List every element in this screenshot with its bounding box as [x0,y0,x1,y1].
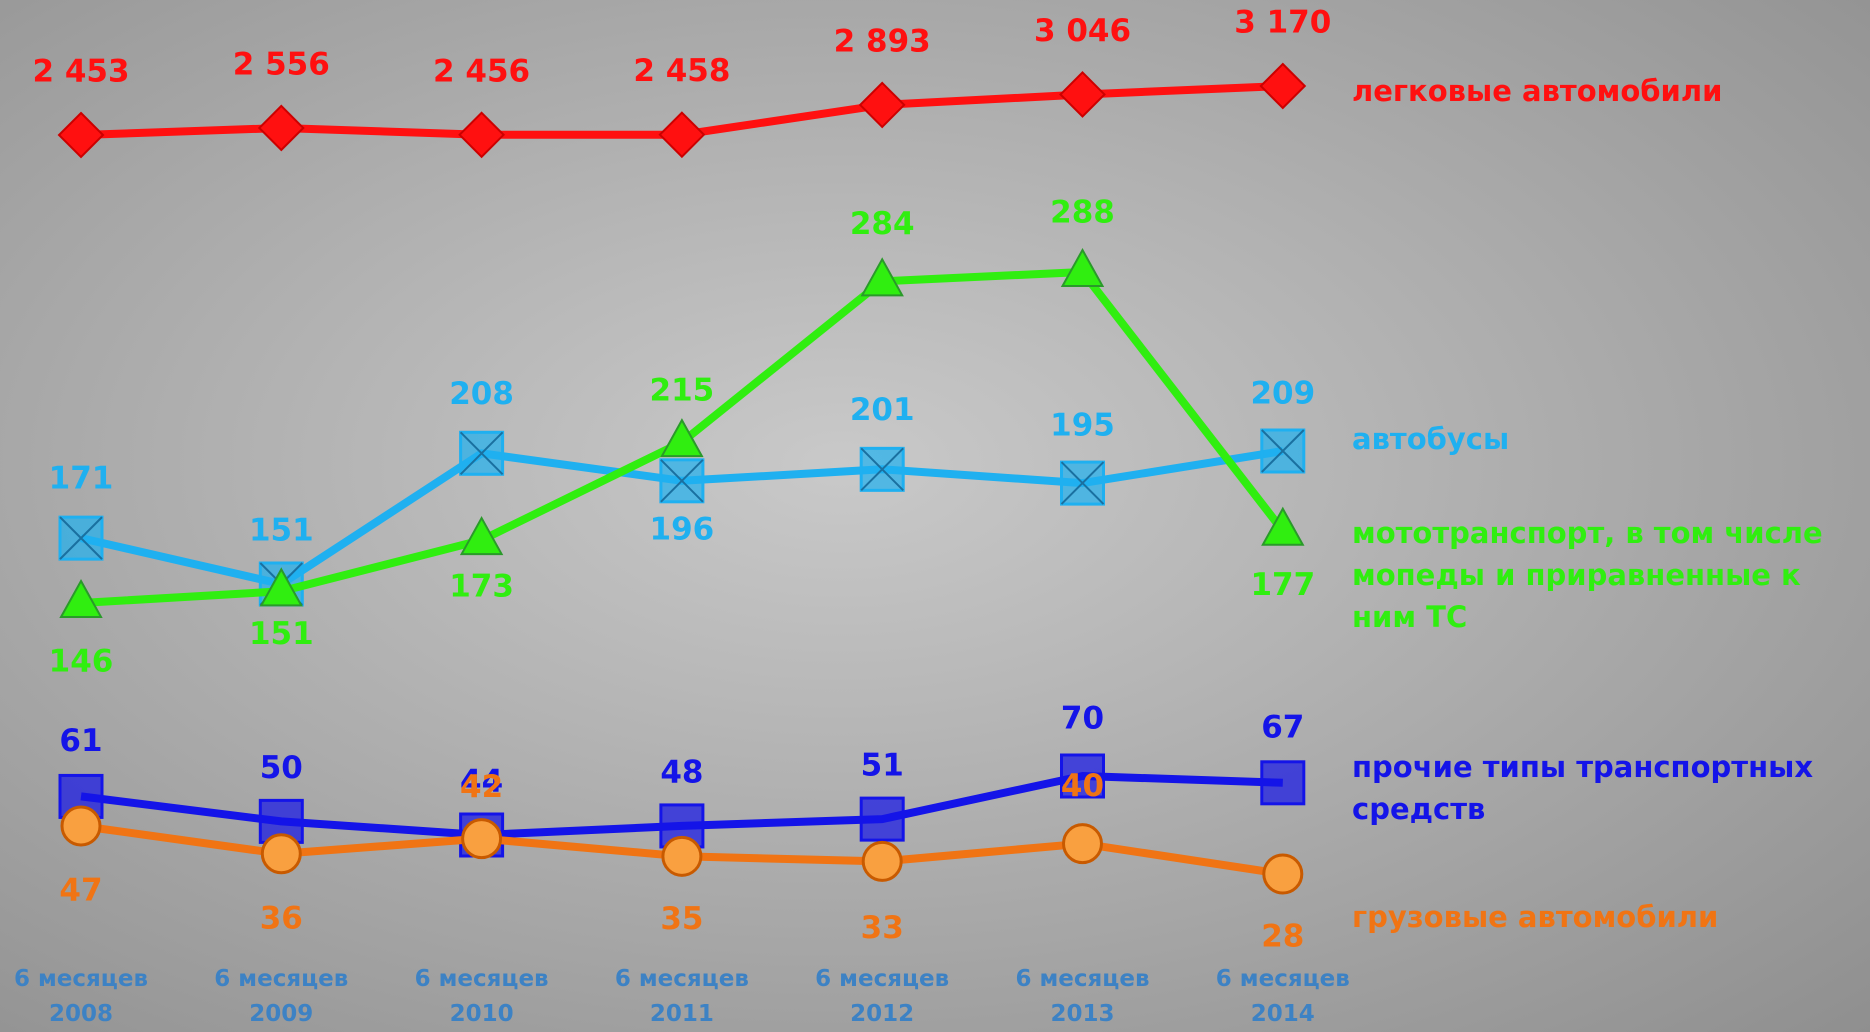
x-tick-label: 6 месяцев 2008 [13,966,148,1027]
value-label: 215 [650,373,715,409]
marker [461,818,503,860]
value-label: 3 170 [1234,5,1331,41]
marker [661,835,703,877]
value-label: 67 [1261,709,1304,745]
marker [1060,753,1105,799]
value-label: 195 [1050,408,1115,444]
value-label: 151 [249,513,314,549]
value-label: 36 [260,900,303,936]
marker-cross [59,516,103,560]
marker-cross [459,431,504,476]
value-label: 51 [861,748,904,784]
x-tick-label: 6 месяцев 2010 [414,966,549,1027]
value-label: 33 [861,910,904,946]
marker [859,796,905,842]
value-label: 50 [260,750,303,786]
marker [1060,247,1105,287]
value-label: 28 [1261,919,1304,955]
marker-cross [860,447,904,492]
marker [259,567,303,607]
marker [1261,506,1305,546]
x-tick-label: 6 месяцев 2011 [614,966,749,1027]
marker [860,257,904,297]
legend-label: мототранспорт, в том числе мопеды и прир… [1352,516,1823,635]
marker-cross [1060,461,1105,505]
value-label: 208 [449,376,514,412]
value-label: 2 893 [834,23,931,59]
marker [258,798,304,844]
marker [1260,760,1306,806]
marker [1259,62,1307,110]
marker-cross [1261,429,1305,473]
value-label: 209 [1250,376,1315,412]
value-label: 151 [249,616,314,652]
value-label: 35 [660,901,703,937]
legend-label: прочие типы транспортных средств [1352,750,1814,827]
value-label: 61 [59,723,102,759]
legend-label: грузовые автомобили [1352,900,1719,934]
value-label: 48 [660,754,703,790]
marker-cross [660,459,704,503]
value-label: 196 [650,511,715,547]
value-label: 47 [59,873,102,909]
marker [858,81,906,129]
value-label: 2 556 [233,46,330,82]
value-label: 201 [850,392,915,428]
marker [458,111,506,159]
value-label: 70 [1061,701,1104,737]
value-label: 40 [1061,768,1104,804]
marker [459,516,504,556]
value-label: 146 [49,644,114,680]
marker [1062,823,1103,865]
marker [1262,853,1304,895]
marker [60,805,102,847]
value-label: 2 453 [32,54,129,90]
value-label: 171 [49,461,114,497]
x-tick-label: 6 месяцев 2012 [815,966,950,1027]
value-label: 2 456 [433,53,530,89]
value-label: 177 [1250,567,1315,603]
x-tick-label: 6 месяцев 2013 [1015,966,1150,1027]
value-label: 288 [1050,195,1115,231]
marker [660,418,704,458]
value-label: 284 [850,206,915,242]
marker [57,111,105,159]
legend-label: легковые автомобили [1352,74,1723,108]
marker [260,833,302,875]
value-label: 3 046 [1034,13,1131,49]
value-label: 2 458 [633,53,730,89]
legend-label: автобусы [1352,422,1510,456]
value-label: 173 [449,569,514,605]
value-label: 44 [460,764,503,800]
x-tick-label: 6 месяцев 2014 [1215,966,1350,1027]
value-label: 42 [460,769,503,805]
marker [59,578,103,618]
marker [861,840,903,882]
marker [1059,71,1106,118]
marker [658,111,706,159]
marker [257,104,305,152]
x-tick-label: 6 месяцев 2009 [214,966,349,1027]
